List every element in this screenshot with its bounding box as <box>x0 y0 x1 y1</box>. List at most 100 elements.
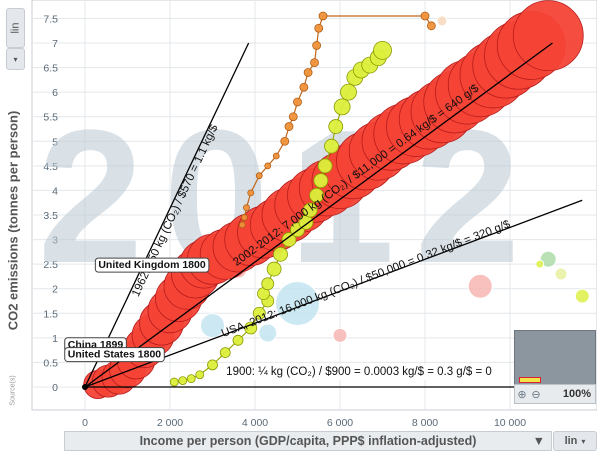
data-point <box>284 122 294 131</box>
chevron-down-icon: ▾ <box>581 436 586 446</box>
data-point <box>288 112 298 122</box>
y-tick-label: 7 <box>52 38 58 50</box>
point-label-box <box>64 347 165 363</box>
x-axis-label-bar[interactable]: Income per person (GDP/capita, PPP$ infl… <box>64 431 552 451</box>
x-tick-label: 8 000 <box>412 417 438 429</box>
data-point <box>426 21 436 31</box>
y-scale-label: lin <box>9 22 22 34</box>
slope-annotation: 1900: ¼ kg (CO₂) / $900 = 0.0003 kg/$ = … <box>226 366 492 378</box>
point-label: United States 1800 <box>64 347 165 363</box>
point-label-box <box>94 257 210 273</box>
data-point <box>207 359 218 371</box>
y-tick-label: 0 <box>52 382 58 394</box>
bubble <box>200 313 225 339</box>
point-label-text: United Kingdom 1800 <box>98 259 206 271</box>
bubble <box>275 280 320 326</box>
data-point <box>420 11 430 21</box>
bubble <box>535 259 545 269</box>
zoom-level: 100% <box>562 388 591 400</box>
x-scale-label: lin <box>564 435 578 447</box>
data-point <box>243 204 250 212</box>
x-tick-label: 0 <box>82 417 88 429</box>
data-point <box>240 214 248 221</box>
data-point <box>310 58 319 68</box>
data-point <box>264 162 272 170</box>
y-tick-label: 4.5 <box>43 161 58 173</box>
data-point <box>373 40 392 60</box>
data-point <box>186 374 196 384</box>
data-point <box>328 119 344 134</box>
data-point <box>512 0 584 72</box>
origin-point <box>82 384 88 390</box>
bubble <box>436 15 448 27</box>
slope-line <box>84 199 583 388</box>
x-axis-label: Income per person (GDP/capita, PPP$ infl… <box>139 434 477 448</box>
y-axis-dropdown[interactable]: ▾ <box>6 48 25 70</box>
y-tick-label: 1.5 <box>43 308 58 320</box>
chevron-down-icon: ▼ <box>532 434 545 448</box>
y-scale-button[interactable]: lin <box>6 8 25 48</box>
y-tick-label: 3.5 <box>43 210 58 222</box>
data-point <box>247 189 255 197</box>
data-point <box>178 376 188 386</box>
data-point <box>317 158 333 174</box>
bubble <box>467 273 493 299</box>
data-point <box>232 334 244 346</box>
data-point <box>333 98 351 116</box>
bubble <box>554 267 568 281</box>
data-point <box>238 221 246 229</box>
slope-line <box>84 42 250 388</box>
minimap-viewport <box>519 377 541 383</box>
y-tick-label: 2.5 <box>43 259 58 271</box>
y-tick-label: 4 <box>52 185 58 197</box>
data-point <box>314 23 324 33</box>
data-point <box>312 41 322 50</box>
x-tick-label: 10 000 <box>494 417 526 429</box>
data-point <box>309 187 325 203</box>
slope-annotation-background <box>222 364 496 380</box>
x-tick-label: 2 000 <box>157 417 183 429</box>
x-tick-label: 4 000 <box>242 417 268 429</box>
bubble <box>539 250 557 268</box>
data-point <box>299 82 309 92</box>
data-point <box>281 232 297 247</box>
y-tick-label: 6.5 <box>43 63 58 75</box>
data-point <box>303 68 313 77</box>
chevron-down-icon: ▾ <box>13 54 18 64</box>
y-tick-label: 6 <box>52 87 58 99</box>
data-point <box>195 370 205 380</box>
bubble <box>332 327 348 343</box>
y-tick-label: 7.5 <box>43 13 58 25</box>
zoom-controls: ⊕ ⊖ 100% <box>514 384 596 404</box>
y-tick-label: 2 <box>52 284 58 296</box>
x-scale-button[interactable]: lin ▾ <box>553 431 597 451</box>
data-point <box>261 277 275 291</box>
y-axis-label-container[interactable]: CO2 emissions (tonnes per person) <box>2 70 24 370</box>
zoom-out-icon[interactable]: ⊖ <box>531 388 541 401</box>
y-tick-label: 1 <box>52 333 58 345</box>
y-axis-label: CO2 emissions (tonnes per person) <box>5 110 21 330</box>
data-point <box>255 172 263 180</box>
data-point <box>244 321 258 335</box>
data-point <box>273 246 288 262</box>
y-tick-label: 0.5 <box>43 357 58 369</box>
data-point <box>324 138 339 154</box>
point-label: United Kingdom 1800 <box>94 257 210 273</box>
y-tick-label: 5 <box>52 136 58 148</box>
data-point <box>302 202 318 218</box>
data-point <box>266 261 282 277</box>
point-label-text: United States 1800 <box>68 349 162 361</box>
source-button[interactable]: Source(s) <box>3 370 23 410</box>
plot-border <box>31 0 597 411</box>
data-point <box>169 377 179 387</box>
zoom-in-icon[interactable]: ⊕ <box>517 388 527 401</box>
bubble <box>258 323 278 343</box>
data-point <box>293 97 302 107</box>
data-point <box>272 152 280 160</box>
y-tick-label: 5.5 <box>43 112 58 124</box>
data-point <box>313 173 329 189</box>
y-tick-label: 3 <box>52 235 58 247</box>
bubble <box>574 288 590 304</box>
